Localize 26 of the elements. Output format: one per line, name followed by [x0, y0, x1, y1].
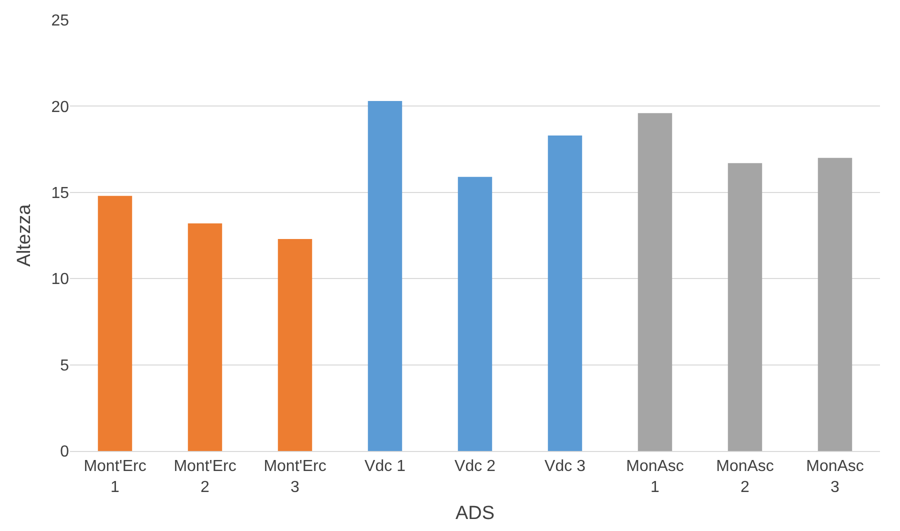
bar	[548, 136, 582, 451]
bar	[278, 238, 312, 451]
x-tick-label: Mont'Erc 1	[84, 458, 146, 496]
y-tick-label: 20	[51, 98, 70, 116]
bar	[98, 196, 132, 451]
bar	[458, 176, 492, 451]
bar	[368, 101, 402, 451]
bar	[728, 163, 762, 451]
bar	[818, 158, 852, 451]
x-tick-label: Vdc 1	[364, 458, 406, 476]
x-tick-label: Vdc 2	[454, 458, 496, 476]
y-tick-label: 10	[51, 271, 70, 288]
x-axis-title: ADS	[455, 502, 495, 524]
x-tick-label: Vdc 3	[544, 458, 586, 476]
x-tick-label: Mont'Erc 3	[264, 458, 326, 496]
x-tick-label: MonAsc 1	[626, 458, 684, 496]
y-tick-label: 5	[60, 357, 70, 374]
x-tick-label: MonAsc 2	[716, 458, 774, 496]
bar	[638, 113, 672, 451]
y-tick-label: 0	[60, 444, 70, 461]
x-tick-label: Mont'Erc 2	[174, 458, 236, 496]
y-axis-title: Altezza	[14, 204, 36, 267]
y-tick-label: 25	[51, 12, 70, 30]
x-tick-label: MonAsc 3	[806, 458, 864, 496]
y-tick-label: 15	[51, 185, 70, 202]
bar	[188, 223, 222, 451]
